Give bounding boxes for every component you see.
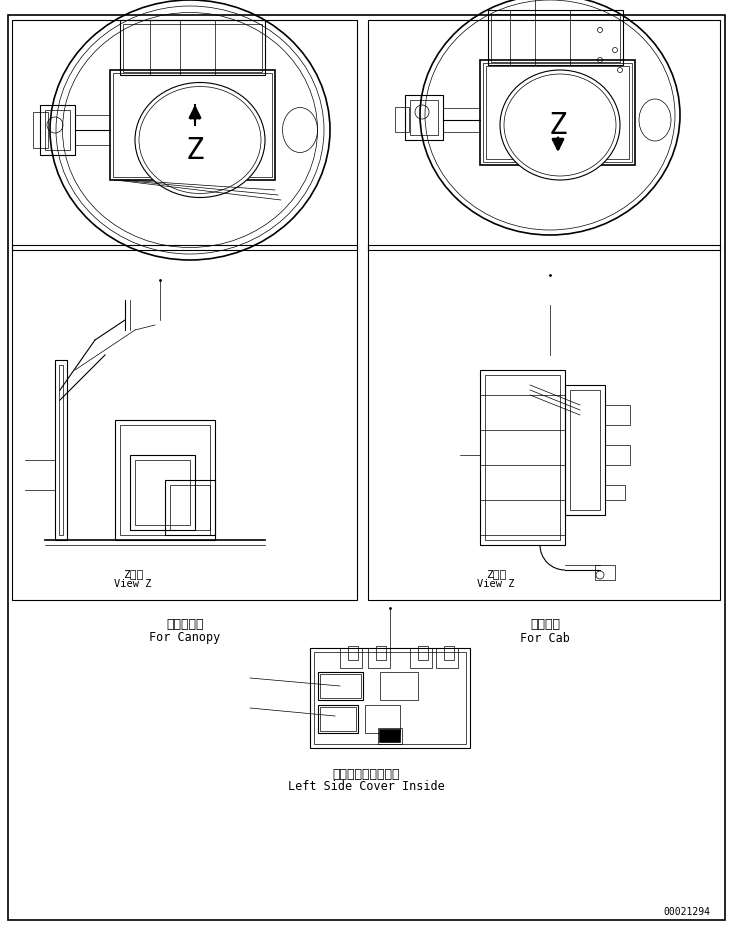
Text: For Canopy: For Canopy bbox=[150, 632, 221, 645]
Bar bbox=[45, 110, 70, 150]
Bar bbox=[340, 648, 362, 668]
Bar bbox=[380, 672, 418, 700]
Bar bbox=[33, 112, 48, 148]
Ellipse shape bbox=[500, 70, 620, 180]
Text: Z: Z bbox=[185, 135, 205, 164]
Ellipse shape bbox=[135, 83, 265, 197]
Bar bbox=[444, 646, 454, 660]
Text: Z: Z bbox=[549, 111, 567, 139]
Text: キャブ用: キャブ用 bbox=[530, 619, 560, 632]
Bar bbox=[59, 365, 63, 535]
Bar bbox=[130, 455, 195, 530]
Text: View Z: View Z bbox=[477, 579, 515, 589]
Bar bbox=[318, 705, 358, 733]
Bar bbox=[491, 14, 620, 62]
Bar bbox=[314, 652, 466, 744]
Text: キャノピ用: キャノピ用 bbox=[166, 619, 204, 632]
Bar bbox=[565, 385, 605, 515]
Text: 左サイドカバー内側: 左サイドカバー内側 bbox=[332, 769, 399, 781]
Bar bbox=[410, 648, 432, 668]
Bar bbox=[170, 485, 210, 530]
Bar bbox=[113, 73, 272, 177]
Bar bbox=[115, 420, 215, 540]
Text: 00021294: 00021294 bbox=[663, 907, 710, 917]
Bar bbox=[480, 370, 565, 545]
Bar bbox=[368, 245, 720, 600]
Bar bbox=[380, 730, 400, 742]
Bar bbox=[348, 646, 358, 660]
Bar bbox=[595, 565, 615, 580]
Bar bbox=[40, 105, 75, 155]
Bar bbox=[123, 24, 262, 72]
Bar bbox=[410, 100, 438, 135]
Bar bbox=[320, 707, 356, 731]
Bar bbox=[320, 674, 361, 698]
Bar bbox=[376, 646, 386, 660]
Bar bbox=[485, 375, 560, 540]
Bar bbox=[418, 646, 428, 660]
Bar bbox=[605, 445, 630, 465]
Bar bbox=[165, 480, 215, 535]
Bar bbox=[605, 485, 625, 500]
Bar bbox=[12, 245, 357, 600]
Bar bbox=[55, 360, 67, 540]
Bar bbox=[395, 107, 409, 132]
Bar bbox=[368, 648, 390, 668]
Bar bbox=[436, 648, 458, 668]
Bar bbox=[605, 405, 630, 425]
Bar bbox=[318, 672, 363, 700]
Bar bbox=[486, 66, 629, 159]
Text: Z　視: Z 視 bbox=[486, 569, 506, 579]
Bar bbox=[480, 60, 635, 165]
Text: For Cab: For Cab bbox=[520, 632, 570, 645]
Bar bbox=[110, 70, 275, 180]
Bar bbox=[310, 648, 470, 748]
Bar bbox=[365, 705, 400, 733]
Text: View Z: View Z bbox=[114, 579, 152, 589]
Bar bbox=[405, 95, 443, 140]
Bar bbox=[570, 390, 600, 510]
Bar bbox=[120, 425, 210, 535]
Bar bbox=[378, 728, 402, 744]
Bar bbox=[135, 460, 190, 525]
Text: Z　視: Z 視 bbox=[123, 569, 143, 579]
Bar bbox=[120, 20, 265, 75]
Bar bbox=[368, 20, 720, 250]
Bar bbox=[483, 63, 632, 162]
Text: Left Side Cover Inside: Left Side Cover Inside bbox=[287, 780, 444, 793]
Bar bbox=[12, 20, 357, 250]
Bar bbox=[488, 10, 623, 65]
